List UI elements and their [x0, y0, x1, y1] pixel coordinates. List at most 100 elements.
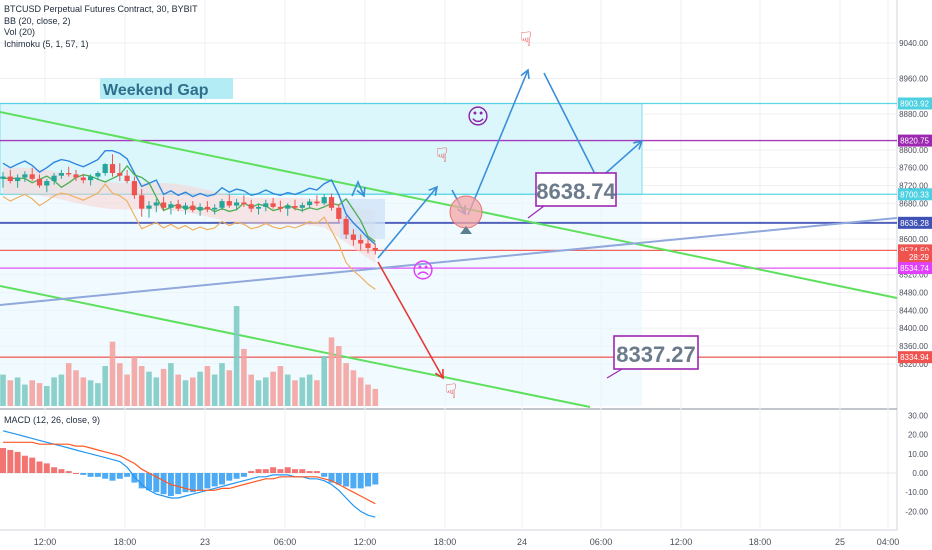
level-price-label: 8636.28: [900, 219, 929, 228]
macd-histogram-bar: [21, 455, 28, 473]
candle-body: [343, 218, 349, 235]
volume-bar: [350, 370, 357, 406]
volume-bar: [314, 380, 320, 406]
macd-histogram-bar: [204, 473, 211, 489]
macd-histogram-bar: [365, 473, 371, 487]
macd-histogram-bar: [160, 473, 167, 495]
candle-body: [212, 207, 218, 210]
volume-bar: [263, 377, 269, 406]
peak-marker-head: [356, 186, 366, 198]
macd-histogram-bar: [94, 473, 101, 477]
volume-bar: [306, 374, 313, 406]
candle-body: [117, 173, 123, 176]
smile-icon: ☺: [467, 105, 490, 130]
macd-histogram-bar: [262, 469, 269, 473]
candle-body: [299, 205, 305, 208]
candle-body: [7, 176, 13, 182]
volume-bar: [36, 383, 43, 406]
volume-bar: [65, 363, 72, 406]
macd-line: [2, 430, 376, 518]
level-price-label: 8820.75: [900, 137, 929, 146]
candle-body: [109, 164, 116, 174]
candle-body: [226, 201, 232, 206]
candle-body: [336, 207, 342, 219]
volume-bar: [204, 366, 211, 406]
ichimoku-cloud: [3, 167, 376, 263]
time-tick-label: 24: [517, 537, 527, 547]
candle-body: [95, 173, 101, 177]
macd-histogram-bar: [124, 473, 131, 477]
weekend-gap-label-bg: [100, 78, 233, 99]
price-tick-label: 8720.00: [899, 182, 928, 191]
price-tick-label: 8600.00: [899, 235, 928, 244]
volume-bar: [277, 366, 284, 406]
candle-body: [182, 205, 189, 209]
level-price-tag: [898, 97, 932, 110]
macd-histogram-bar: [131, 473, 138, 483]
macd-histogram-bar: [138, 473, 145, 489]
level-price-label: 28:29: [909, 253, 930, 262]
pointing-hand-icon: ☟: [436, 143, 448, 167]
time-tick-label: 12:00: [34, 537, 57, 547]
candle-body: [29, 174, 35, 179]
candle-body: [0, 176, 6, 179]
price-tick-label: 8480.00: [899, 289, 928, 298]
upper-target-callout-pointer: [527, 205, 545, 219]
volume-bar: [22, 384, 28, 406]
candle-body: [321, 197, 327, 204]
macd-histogram-bar: [211, 473, 218, 487]
macd-histogram-bar: [328, 473, 335, 483]
macd-tick-label: -20.00: [905, 507, 928, 516]
volume-bar: [190, 377, 196, 406]
legend-ichimoku[interactable]: Ichimoku (5, 1, 57, 1): [4, 38, 89, 49]
volume-bar: [138, 366, 145, 406]
volume-bar: [197, 371, 203, 406]
macd-histogram-bar: [226, 473, 233, 481]
volume-bar: [284, 374, 291, 406]
level-price-label: 8534.74: [900, 264, 929, 273]
time-tick-label: 12:00: [354, 537, 377, 547]
projection-arrow-1: [377, 186, 438, 259]
legend-symbol[interactable]: BTCUSD Perpetual Futures Contract, 30, B…: [4, 4, 198, 14]
macd-histogram-bar: [14, 451, 21, 473]
volume-bar: [117, 363, 123, 406]
time-tick-label: 04:00: [877, 537, 900, 547]
macd-tick-label: 0.00: [912, 469, 928, 478]
macd-histogram-bar: [372, 473, 379, 485]
price-tick-label: 8800.00: [899, 146, 928, 155]
macd-histogram-bar: [313, 471, 320, 473]
volume-bar: [51, 377, 57, 406]
volume-bar: [109, 341, 116, 406]
upper-target-callout-text: 8638.74: [536, 179, 616, 204]
macd-histogram-bar: [197, 473, 204, 491]
macd-histogram-bar: [102, 473, 109, 479]
macd-histogram-bar: [284, 467, 291, 473]
macd-histogram-bar: [240, 473, 247, 477]
price-tick-label: 8880.00: [899, 110, 928, 119]
candle-body: [234, 202, 240, 206]
volume-bar: [14, 377, 21, 406]
price-tick-label: 9040.00: [899, 39, 928, 48]
candle-body: [241, 202, 247, 205]
volume-bar: [124, 374, 130, 406]
upper-target-callout-box: [535, 172, 617, 207]
level-price-label: 8903.92: [900, 100, 929, 109]
macd-tick-label: 20.00: [908, 431, 929, 440]
lower-trend-line: [0, 285, 591, 408]
bb-lower: [2, 183, 376, 290]
volume-bar: [233, 306, 240, 406]
volume-bar: [87, 380, 94, 406]
legend-vol[interactable]: Vol (20): [4, 27, 36, 37]
peak-marker: [351, 179, 365, 197]
volume-bar: [336, 346, 342, 406]
macd-tick-label: 30.00: [908, 411, 929, 420]
volume-bar: [270, 371, 276, 406]
macd-histogram-bar: [292, 469, 298, 473]
volume-bar: [160, 368, 167, 406]
macd-histogram-bar: [87, 473, 94, 477]
macd-legend[interactable]: MACD (12, 26, close, 9): [4, 415, 101, 425]
legend-bb[interactable]: BB (20, close, 2): [4, 15, 71, 26]
volume-bar: [131, 356, 138, 406]
